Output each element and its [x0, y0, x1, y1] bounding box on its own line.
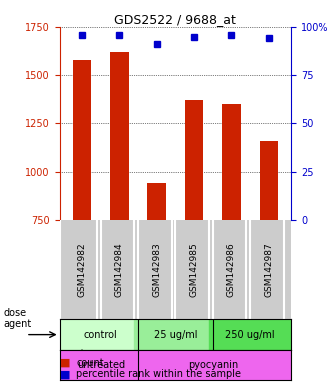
Bar — [222, 104, 241, 220]
Text: 25 ug/ml: 25 ug/ml — [154, 329, 197, 339]
Text: GSM142985: GSM142985 — [190, 242, 199, 297]
Text: GSM142982: GSM142982 — [77, 242, 86, 297]
Text: ■: ■ — [60, 369, 70, 379]
Text: percentile rank within the sample: percentile rank within the sample — [76, 369, 241, 379]
Bar — [73, 60, 91, 220]
Text: dose: dose — [3, 308, 26, 318]
Text: GSM142986: GSM142986 — [227, 242, 236, 297]
Bar — [110, 52, 129, 220]
Text: ■: ■ — [60, 358, 70, 368]
Text: GSM142987: GSM142987 — [264, 242, 273, 297]
Bar — [260, 141, 278, 220]
Title: GDS2522 / 9688_at: GDS2522 / 9688_at — [115, 13, 236, 26]
Bar — [185, 100, 204, 220]
Bar — [147, 184, 166, 220]
Text: agent: agent — [3, 319, 31, 329]
Text: pyocyanin: pyocyanin — [188, 360, 238, 370]
Text: untreated: untreated — [76, 360, 125, 370]
Text: control: control — [84, 329, 118, 339]
Text: count: count — [76, 358, 104, 368]
Text: GSM142984: GSM142984 — [115, 242, 124, 297]
Text: GSM142983: GSM142983 — [152, 242, 161, 297]
Text: 250 ug/ml: 250 ug/ml — [225, 329, 275, 339]
